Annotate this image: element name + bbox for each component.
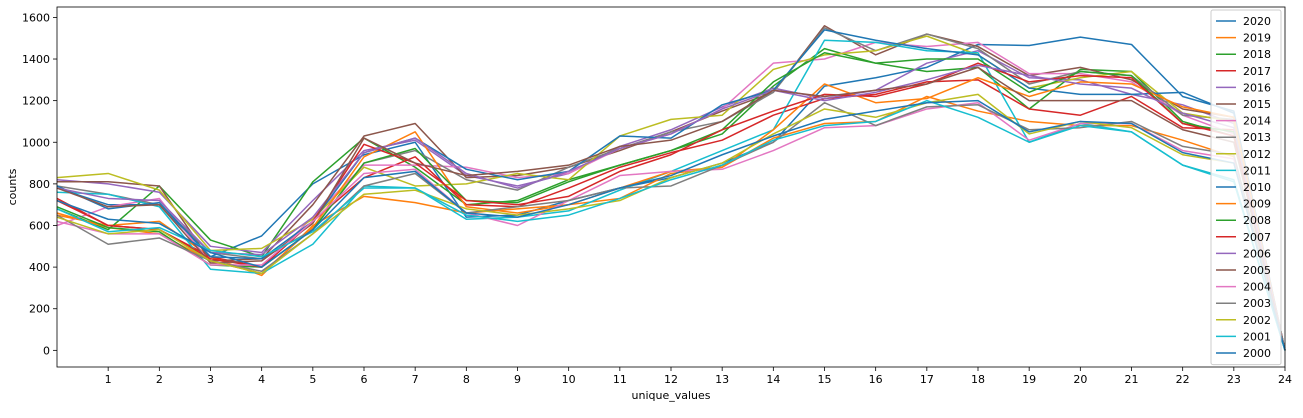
x-tick-label: 3 <box>207 373 214 386</box>
y-tick-label: 200 <box>29 303 50 316</box>
series-line-2012 <box>56 35 1286 351</box>
legend-label-2000: 2000 <box>1243 347 1271 360</box>
series-line-2003 <box>56 101 1286 351</box>
legend-label-2017: 2017 <box>1243 65 1271 78</box>
x-axis-label: unique_values <box>632 389 711 402</box>
legend-label-2020: 2020 <box>1243 15 1271 28</box>
x-tick-label: 5 <box>309 373 316 386</box>
legend-label-2009: 2009 <box>1243 198 1271 211</box>
x-tick-label: 6 <box>361 373 368 386</box>
x-tick-label: 14 <box>766 373 780 386</box>
legend-label-2001: 2001 <box>1243 330 1271 343</box>
plot-area <box>57 7 1285 367</box>
legend-label-2010: 2010 <box>1243 181 1271 194</box>
series-lines <box>56 24 1286 351</box>
x-tick-label: 7 <box>412 373 419 386</box>
x-tick-label: 22 <box>1176 373 1190 386</box>
x-tick-label: 18 <box>971 373 985 386</box>
legend-label-2012: 2012 <box>1243 148 1271 161</box>
x-tick-label: 9 <box>514 373 521 386</box>
y-tick-label: 0 <box>43 344 50 357</box>
legend: 2020 2019 2018 2017 2016 2015 2014 2013 2012 2011… <box>1210 9 1282 366</box>
legend-label-2004: 2004 <box>1243 281 1271 294</box>
x-tick-label: 24 <box>1278 373 1292 386</box>
legend-label-2003: 2003 <box>1243 297 1271 310</box>
x-tick-label: 17 <box>920 373 934 386</box>
y-tick-label: 1000 <box>22 136 50 149</box>
x-tick-label: 4 <box>258 373 265 386</box>
series-line-2004 <box>56 101 1286 351</box>
x-tick-label: 1 <box>105 373 112 386</box>
series-line-2010 <box>56 29 1286 351</box>
legend-label-2013: 2013 <box>1243 131 1271 144</box>
legend-label-2019: 2019 <box>1243 32 1271 45</box>
legend-label-2007: 2007 <box>1243 231 1271 244</box>
x-tick-label: 16 <box>869 373 883 386</box>
series-line-2016 <box>56 49 1286 351</box>
x-tick-label: 11 <box>613 373 627 386</box>
y-tick-label: 1600 <box>22 11 50 24</box>
series-line-2001 <box>56 99 1286 351</box>
x-tick-label: 13 <box>715 373 729 386</box>
x-tick-label: 23 <box>1227 373 1241 386</box>
series-line-2006 <box>56 64 1286 351</box>
legend-label-2008: 2008 <box>1243 214 1271 227</box>
series-line-2005 <box>56 66 1286 351</box>
legend-label-2015: 2015 <box>1243 98 1271 111</box>
y-axis-ticks: 0 200 400 600 800 1000 1200 1400 1600 <box>22 11 57 357</box>
y-tick-label: 600 <box>29 219 50 232</box>
series-line-2000 <box>56 99 1286 351</box>
x-tick-label: 10 <box>562 373 576 386</box>
legend-label-2014: 2014 <box>1243 115 1271 128</box>
x-tick-label: 19 <box>1022 373 1036 386</box>
x-tick-label: 20 <box>1073 373 1087 386</box>
legend-label-2005: 2005 <box>1243 264 1271 277</box>
x-tick-label: 8 <box>463 373 470 386</box>
y-axis-label: counts <box>6 168 19 205</box>
x-tick-label: 15 <box>818 373 832 386</box>
legend-label-2018: 2018 <box>1243 48 1271 61</box>
legend-label-2011: 2011 <box>1243 164 1271 177</box>
legend-label-2016: 2016 <box>1243 81 1271 94</box>
y-tick-label: 400 <box>29 261 50 274</box>
plot-frame <box>56 6 1286 368</box>
x-tick-label: 21 <box>1125 373 1139 386</box>
y-tick-label: 1200 <box>22 95 50 108</box>
x-tick-label: 12 <box>664 373 678 386</box>
x-axis-ticks: 1 2 3 4 5 6 7 8 9 10 11 12 13 14 15 16 17 18 19 20 21 22 23 24 <box>105 367 1292 386</box>
y-tick-label: 1400 <box>22 53 50 66</box>
y-tick-label: 800 <box>29 178 50 191</box>
legend-box <box>1210 9 1282 366</box>
legend-label-2006: 2006 <box>1243 247 1271 260</box>
x-tick-label: 2 <box>156 373 163 386</box>
legend-label-2002: 2002 <box>1243 314 1271 327</box>
